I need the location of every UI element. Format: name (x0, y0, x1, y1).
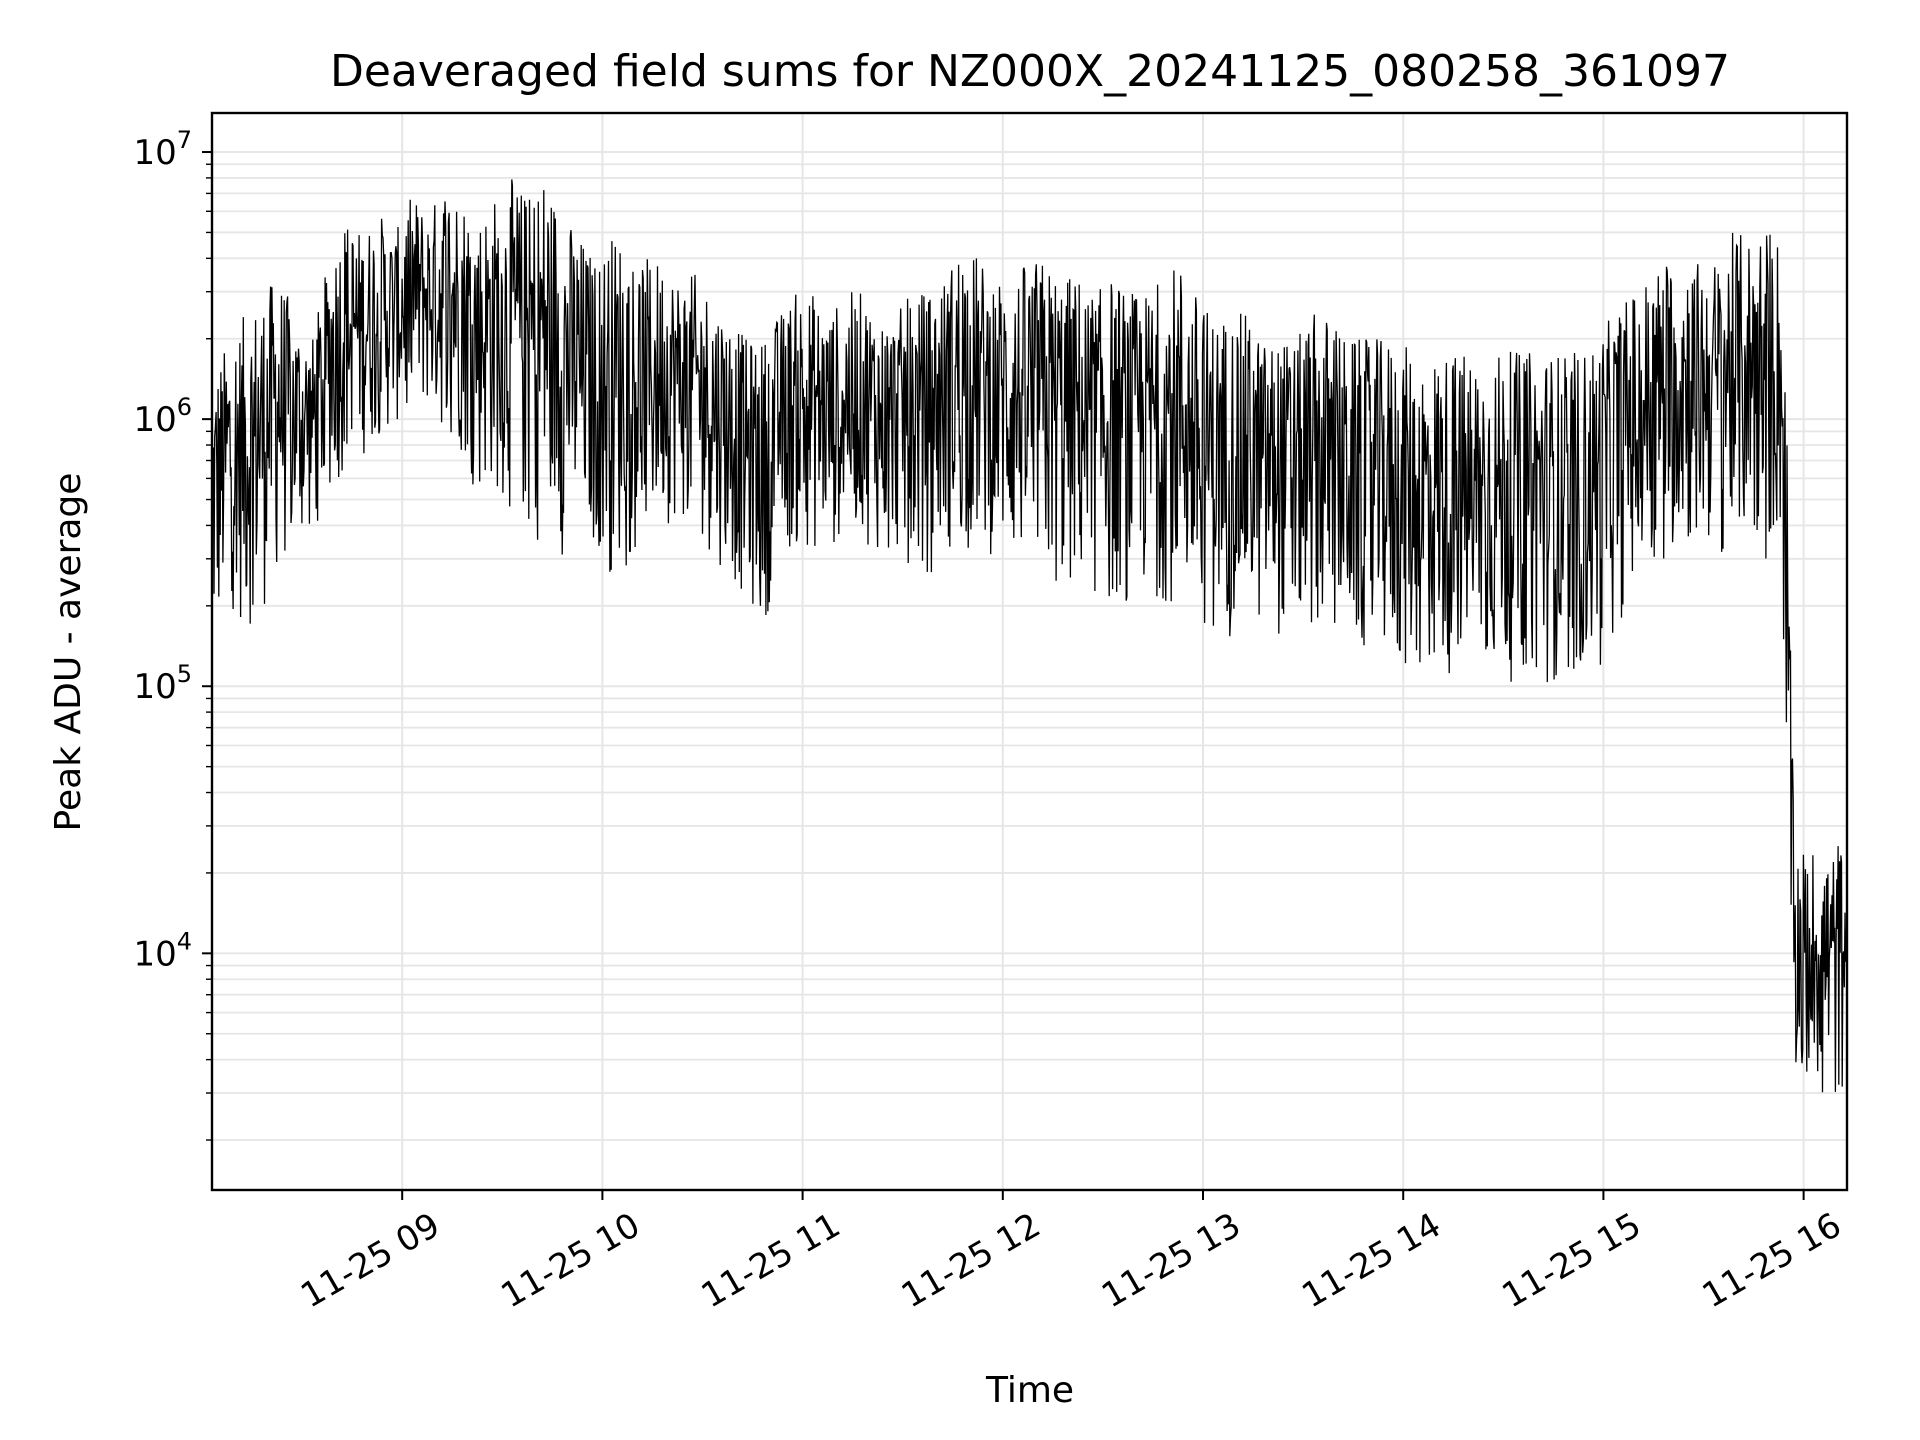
x-tick-label: 11-25 14 (1295, 1205, 1447, 1316)
y-tick-label: 106 (133, 393, 192, 440)
y-tick-label: 105 (133, 660, 192, 707)
y-tick-exponent: 5 (177, 660, 192, 688)
y-tick-base: 10 (133, 400, 176, 440)
data-series (211, 179, 1848, 1093)
y-tick-exponent: 6 (177, 393, 192, 421)
x-tick-label: 11-25 11 (695, 1205, 847, 1316)
y-tick-label: 104 (133, 927, 192, 974)
x-tick-label: 11-25 16 (1696, 1205, 1848, 1316)
x-tick-label: 11-25 12 (895, 1205, 1047, 1316)
x-tick-label: 11-25 15 (1496, 1205, 1648, 1316)
x-tick-label: 11-25 09 (294, 1205, 446, 1316)
y-tick-exponent: 4 (177, 927, 192, 955)
y-tick-base: 10 (133, 667, 176, 707)
x-tick-label: 11-25 10 (495, 1205, 647, 1316)
series-line (211, 179, 1848, 1093)
x-tick-label: 11-25 13 (1095, 1205, 1247, 1316)
y-axis-label: Peak ADU - average (48, 473, 89, 832)
y-tick-label: 107 (133, 126, 192, 173)
plot-frame (210, 111, 1849, 1192)
chart-title: Deaveraged field sums for NZ000X_2024112… (330, 46, 1730, 97)
y-tick-base: 10 (133, 934, 176, 974)
y-tick-base: 10 (133, 133, 176, 173)
y-tick-exponent: 7 (177, 126, 192, 154)
x-axis-label: Time (985, 1370, 1074, 1411)
